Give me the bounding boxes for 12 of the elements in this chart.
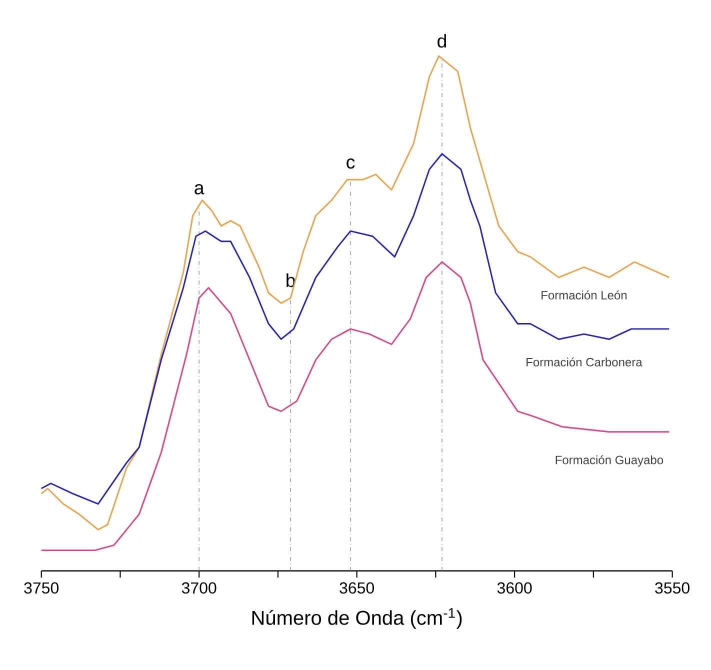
x-tick-label: 3700 <box>182 582 216 594</box>
series-label: Formación León <box>542 290 627 300</box>
x-tick-label: 3650 <box>340 582 374 594</box>
ref-line-label: c <box>346 158 355 169</box>
x-axis-title: Número de Onda (cm$^{-1}$) <box>252 608 462 630</box>
text: Formación Carbonera <box>526 358 642 367</box>
x-tick-label: 3600 <box>497 582 532 594</box>
series-label: Formación Guayabo <box>556 455 664 467</box>
x-tick-label: 3550 <box>655 582 690 594</box>
ref-line-label: a <box>194 184 204 195</box>
x-tick-label: 3750 <box>24 582 59 594</box>
ref-line-label: d <box>438 34 446 48</box>
